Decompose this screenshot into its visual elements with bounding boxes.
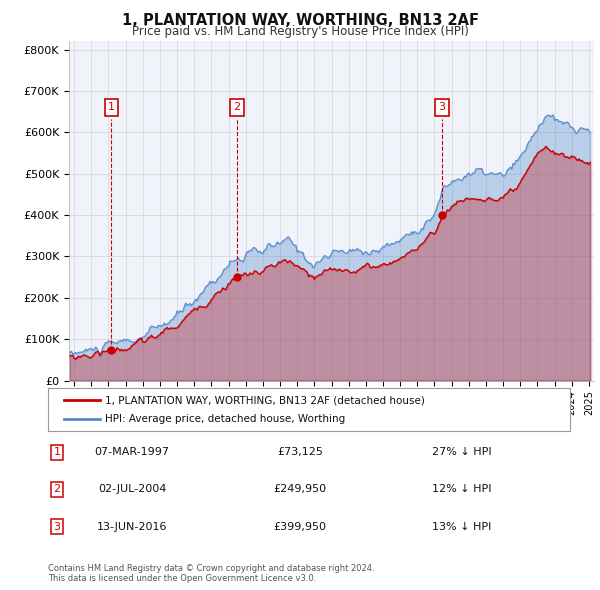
Text: 07-MAR-1997: 07-MAR-1997 bbox=[95, 447, 170, 457]
Text: 2: 2 bbox=[233, 103, 241, 113]
Text: 1, PLANTATION WAY, WORTHING, BN13 2AF: 1, PLANTATION WAY, WORTHING, BN13 2AF bbox=[121, 13, 479, 28]
Text: Price paid vs. HM Land Registry's House Price Index (HPI): Price paid vs. HM Land Registry's House … bbox=[131, 25, 469, 38]
Text: 1: 1 bbox=[108, 103, 115, 113]
Text: £73,125: £73,125 bbox=[277, 447, 323, 457]
Text: 27% ↓ HPI: 27% ↓ HPI bbox=[432, 447, 491, 457]
Text: 13% ↓ HPI: 13% ↓ HPI bbox=[432, 522, 491, 532]
Text: 2: 2 bbox=[53, 484, 61, 494]
Text: 3: 3 bbox=[53, 522, 61, 532]
Text: £399,950: £399,950 bbox=[274, 522, 326, 532]
Text: 1, PLANTATION WAY, WORTHING, BN13 2AF (detached house): 1, PLANTATION WAY, WORTHING, BN13 2AF (d… bbox=[106, 395, 425, 405]
Text: 1: 1 bbox=[53, 447, 61, 457]
Text: HPI: Average price, detached house, Worthing: HPI: Average price, detached house, Wort… bbox=[106, 414, 346, 424]
Text: 02-JUL-2004: 02-JUL-2004 bbox=[98, 484, 166, 494]
Text: 3: 3 bbox=[439, 103, 446, 113]
Text: 12% ↓ HPI: 12% ↓ HPI bbox=[432, 484, 491, 494]
Text: Contains HM Land Registry data © Crown copyright and database right 2024.
This d: Contains HM Land Registry data © Crown c… bbox=[48, 563, 374, 583]
Text: 13-JUN-2016: 13-JUN-2016 bbox=[97, 522, 167, 532]
Text: £249,950: £249,950 bbox=[274, 484, 326, 494]
